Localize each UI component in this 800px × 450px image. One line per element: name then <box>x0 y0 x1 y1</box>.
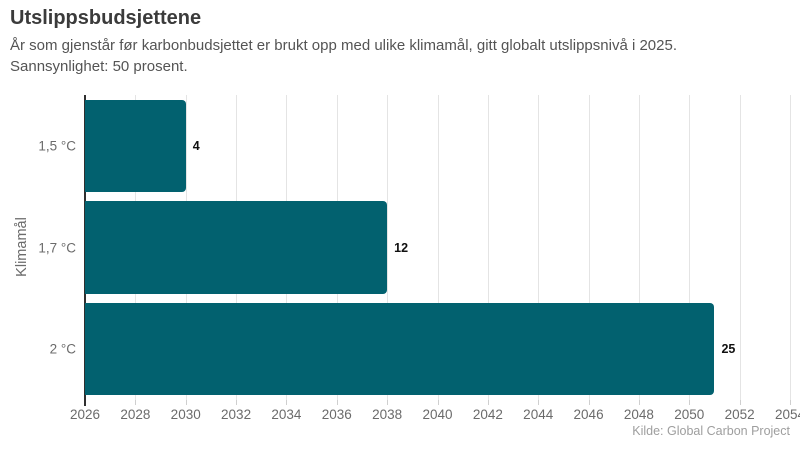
x-tick-2036 <box>336 400 338 405</box>
gridline-2052 <box>739 95 741 400</box>
gridline-2046 <box>588 95 590 400</box>
y-category-label: 1,7 °C <box>38 240 76 255</box>
gridline-2044 <box>538 95 540 400</box>
y-category-label: 1,5 °C <box>38 138 76 154</box>
x-tick-2042 <box>487 400 489 405</box>
x-tick-2034 <box>286 400 288 405</box>
bar-value-label: 4 <box>192 138 200 153</box>
x-tick-2054 <box>790 400 791 405</box>
x-tick-label-2026: 2026 <box>69 407 101 422</box>
x-tick-label-2044: 2044 <box>523 407 554 422</box>
bar-2-C <box>85 302 715 396</box>
bar-1-5-C <box>85 99 186 193</box>
x-tick-2040 <box>437 400 439 405</box>
bar-value-label: 25 <box>721 342 736 357</box>
x-tick-2052 <box>739 400 741 405</box>
x-tick-label-2034: 2034 <box>271 407 302 422</box>
x-tick-2048 <box>638 400 640 405</box>
chart-subtitle-line-2: Sannsynlighet: 50 prosent. <box>10 58 188 75</box>
chart-subtitle-line-1: År som gjenstår før karbonbudsjettet er … <box>10 37 677 54</box>
x-tick-label-2052: 2052 <box>724 407 755 422</box>
x-tick-2050 <box>689 400 691 405</box>
chart-title: Utslippsbudsjettene <box>10 7 202 29</box>
x-tick-label-2028: 2028 <box>120 407 151 422</box>
x-tick-label-2048: 2048 <box>623 407 654 422</box>
x-tick-2028 <box>135 400 137 405</box>
gridline-2054 <box>790 95 791 400</box>
gridline-2042 <box>487 95 489 400</box>
x-tick-label-2042: 2042 <box>472 407 503 422</box>
x-tick-2038 <box>387 400 389 405</box>
bar-value-label: 12 <box>394 240 409 255</box>
x-tick-label-2030: 2030 <box>170 407 201 422</box>
gridline-2048 <box>638 95 640 400</box>
x-tick-label-2046: 2046 <box>573 407 604 422</box>
x-tick-2030 <box>185 400 187 405</box>
gridline-2050 <box>689 95 691 400</box>
x-tick-2046 <box>588 400 590 405</box>
x-tick-label-2038: 2038 <box>372 407 403 422</box>
x-tick-label-2036: 2036 <box>321 407 352 422</box>
source-credit: Kilde: Global Carbon Project <box>632 424 790 438</box>
y-category-label: 2 °C <box>49 341 76 357</box>
x-tick-2044 <box>538 400 540 405</box>
x-tick-label-2050: 2050 <box>674 407 705 422</box>
x-tick-label-2032: 2032 <box>221 407 252 422</box>
gridline-2040 <box>437 95 439 400</box>
x-tick-2032 <box>236 400 238 405</box>
x-tick-label-2040: 2040 <box>422 407 453 422</box>
bar-1-7-C <box>85 201 388 294</box>
gridline-2038 <box>387 95 389 400</box>
